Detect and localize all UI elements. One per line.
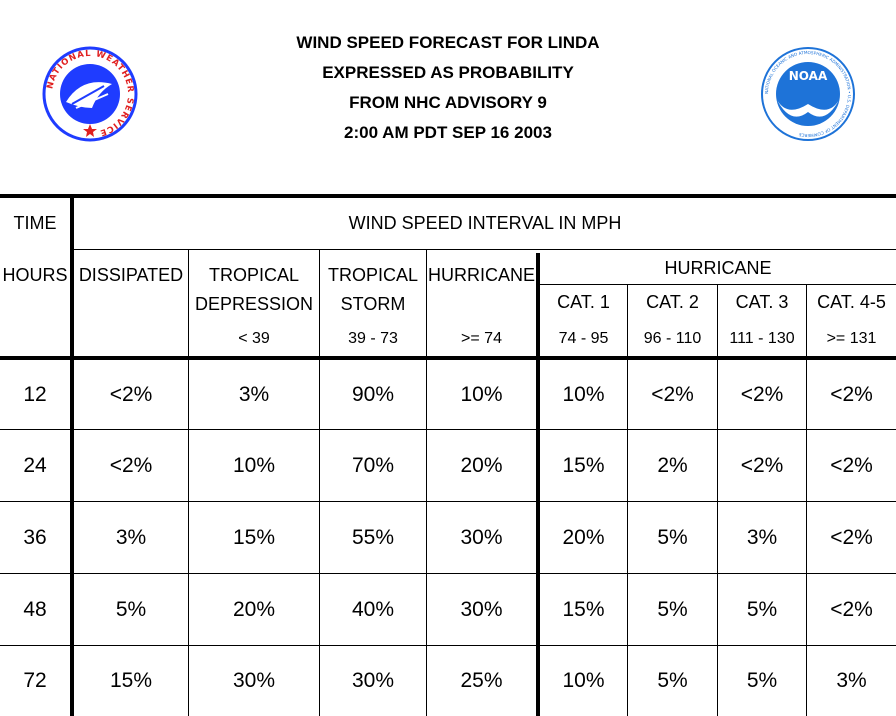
- probability-cell: 10%: [460, 382, 503, 406]
- column-divider: [188, 250, 189, 716]
- hours-column-border: [70, 194, 74, 716]
- interval-label-line: [74, 249, 896, 250]
- page-header: WIND SPEED FORECAST FOR LINDA EXPRESSED …: [0, 0, 896, 190]
- title-line-4: 2:00 AM PDT SEP 16 2003: [344, 123, 552, 142]
- col-cat45-range: >= 131: [826, 330, 877, 347]
- probability-cell: 3%: [746, 525, 778, 549]
- noaa-logo-icon: NOAA NATIONAL OCEANIC AND ATMOSPHERIC AD…: [761, 47, 855, 141]
- col-cat2-label: CAT. 2: [646, 291, 699, 312]
- column-divider: [426, 250, 427, 716]
- probability-cell: 15%: [562, 453, 605, 477]
- probability-cell: 20%: [460, 453, 503, 477]
- title-line-3: FROM NHC ADVISORY 9: [349, 93, 547, 112]
- header-bottom-border: [0, 356, 896, 360]
- col-td-label-1: TROPICAL: [208, 264, 300, 285]
- col-ts-range: 39 - 73: [348, 330, 398, 347]
- title-line-1: WIND SPEED FORECAST FOR LINDA: [296, 33, 600, 52]
- probability-cell: 15%: [232, 525, 276, 549]
- probability-cell: 5%: [746, 597, 778, 621]
- table-top-border: [0, 194, 896, 198]
- probability-cell: <2%: [109, 382, 153, 406]
- col-cat2-range: 96 - 110: [643, 330, 702, 347]
- probability-cell: <2%: [830, 597, 873, 621]
- col-cat1-range: 74 - 95: [558, 330, 609, 347]
- probability-cell: 2%: [657, 453, 688, 477]
- hurricane-group-line: [540, 284, 896, 285]
- probability-cell: 5%: [657, 597, 688, 621]
- col-cat3-label: CAT. 3: [735, 291, 789, 312]
- svg-text:NOAA: NOAA: [789, 69, 828, 83]
- col-dissipated-label: DISSIPATED: [78, 264, 184, 285]
- probability-cell: <2%: [830, 382, 873, 406]
- probability-cell: 10%: [562, 382, 605, 406]
- row-hours-cell: 12: [23, 382, 47, 406]
- probability-cell: 55%: [351, 525, 395, 549]
- probability-cell: 40%: [351, 597, 395, 621]
- row-hours-cell: 36: [23, 525, 47, 549]
- row-divider: [0, 573, 896, 574]
- probability-cell: 30%: [232, 669, 276, 692]
- probability-cell: <2%: [651, 382, 694, 406]
- column-divider: [319, 250, 320, 716]
- col-ts-label-1: TROPICAL: [327, 264, 419, 285]
- column-divider: [627, 285, 628, 716]
- probability-cell: 20%: [232, 597, 276, 621]
- column-divider: [717, 285, 718, 716]
- col-td-range: < 39: [238, 330, 270, 347]
- row-hours-cell: 48: [23, 597, 47, 621]
- probability-cell: 5%: [657, 525, 688, 549]
- probability-cell: 30%: [351, 669, 395, 692]
- wind-interval-label: WIND SPEED INTERVAL IN MPH: [348, 213, 622, 233]
- probability-cell: 5%: [115, 597, 147, 621]
- probability-cell: 3%: [115, 525, 147, 549]
- row-hours-cell: 24: [23, 453, 47, 477]
- probability-cell: 30%: [460, 597, 503, 621]
- col-hurricane-range: >= 74: [461, 330, 502, 347]
- hurricane-group-label: HURRICANE: [664, 257, 772, 278]
- column-divider: [806, 285, 807, 716]
- probability-cell: 30%: [460, 525, 503, 549]
- probability-cell: 70%: [351, 453, 395, 477]
- probability-cell: <2%: [740, 382, 784, 406]
- row-divider: [0, 501, 896, 502]
- time-label: TIME: [13, 213, 57, 233]
- col-td-label-2: DEPRESSION: [194, 293, 314, 314]
- probability-cell: 25%: [460, 669, 503, 692]
- probability-cell: 15%: [562, 597, 605, 621]
- probability-cell: 3%: [836, 669, 867, 692]
- probability-cell: <2%: [109, 453, 153, 477]
- hurricane-group-border: [536, 253, 540, 716]
- probability-cell: 3%: [238, 382, 270, 406]
- probability-cell: 90%: [351, 382, 395, 406]
- probability-cell: <2%: [830, 525, 873, 549]
- title-line-2: EXPRESSED AS PROBABILITY: [322, 63, 574, 82]
- probability-cell: 5%: [657, 669, 688, 692]
- probability-cell: 5%: [746, 669, 778, 692]
- col-hurricane-label: HURRICANE: [427, 264, 535, 285]
- row-divider: [0, 645, 896, 646]
- probability-cell: 10%: [232, 453, 276, 477]
- probability-cell: 15%: [109, 669, 153, 692]
- row-hours-cell: 72: [23, 669, 47, 692]
- probability-cell: <2%: [740, 453, 784, 477]
- probability-cell: <2%: [830, 453, 873, 477]
- nws-logo-icon: NATIONAL WEATHER SERVICE: [42, 46, 138, 142]
- probability-cell: 10%: [562, 669, 605, 692]
- col-cat1-label: CAT. 1: [557, 291, 610, 312]
- col-ts-label-2: STORM: [340, 293, 406, 314]
- hours-label: HOURS: [2, 264, 68, 285]
- probability-cell: 20%: [562, 525, 605, 549]
- col-cat3-range: 111 - 130: [729, 330, 795, 347]
- col-cat45-label: CAT. 4-5: [817, 291, 886, 312]
- row-divider: [0, 429, 896, 430]
